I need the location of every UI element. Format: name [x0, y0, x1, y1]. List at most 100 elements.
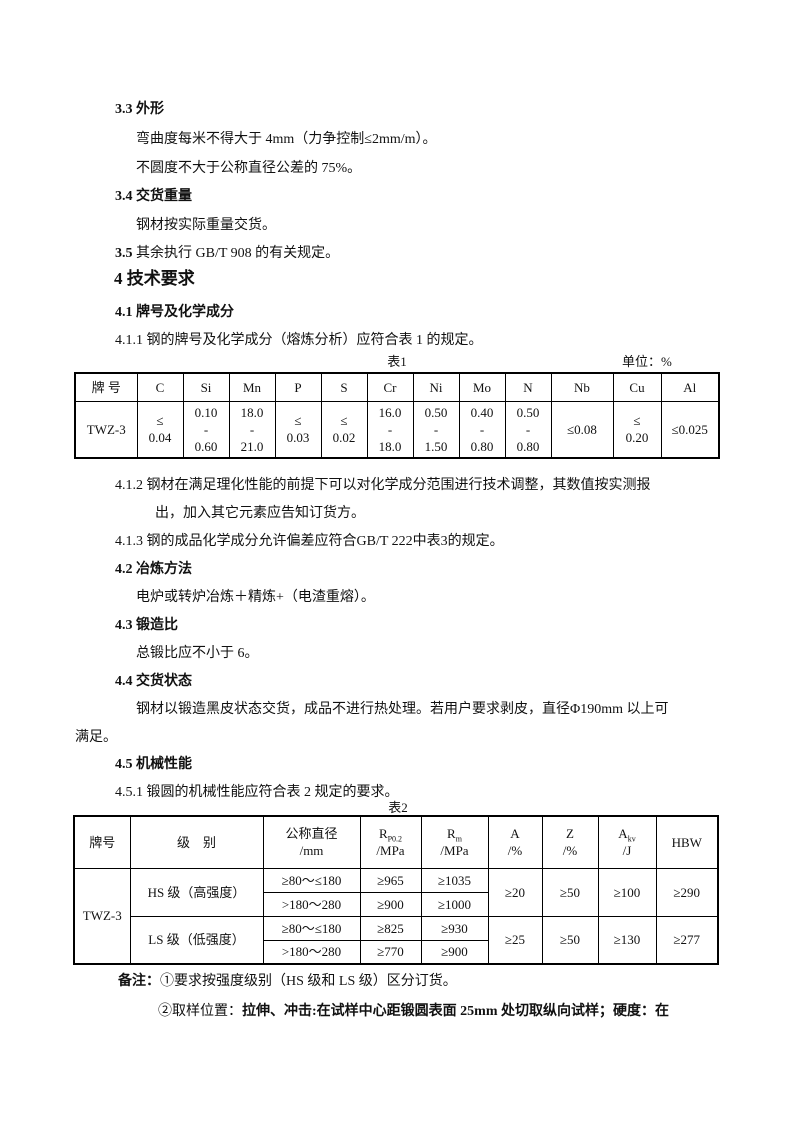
- value-mn: 18.0 - 21.0: [228, 400, 276, 459]
- table1-col-c: C: [136, 372, 184, 402]
- diameter-cell: ≥80～≤180: [262, 915, 361, 941]
- table2-col-grade: 牌号: [73, 815, 131, 869]
- paragraph-delivery-weight: 钢材按实际重量交货。: [136, 218, 276, 233]
- akv-subscript: kv: [627, 834, 636, 844]
- value-cu: ≤ 0.20: [612, 400, 662, 459]
- rm-cell: ≥930: [420, 915, 489, 941]
- table2-row-ls-2: >180～280 ≥770 ≥900: [74, 939, 718, 965]
- z-symbol: Z: [566, 826, 574, 842]
- rm-cell: ≥1000: [420, 891, 489, 917]
- paragraph-delivery-state-line1: 钢材以锻造黑皮状态交货，成品不进行热处理。若用户要求剥皮，直径Φ190mm 以上…: [136, 702, 669, 717]
- table2-header-row: 牌号 级 别 公称直径 /mm RP0.2 /MPa Rm /MPa A /% …: [73, 815, 719, 869]
- value-s: ≤ 0.02: [320, 400, 368, 459]
- table1-chemical-composition: 牌 号 C Si Mn P S Cr Ni Mo N Nb Cu Al TWZ-…: [74, 372, 720, 459]
- table2-col-level: 级 别: [129, 815, 264, 869]
- table2-col-z: Z /%: [541, 815, 599, 869]
- paragraph-roundness: 不圆度不大于公称直径公差的 75%。: [136, 161, 362, 176]
- hbw-cell: ≥277: [655, 915, 719, 965]
- value-cr: 16.0 - 18.0: [366, 400, 414, 459]
- grade-cell: TWZ-3: [73, 867, 131, 965]
- table2-col-akv: Akv /J: [597, 815, 657, 869]
- note-1: 备注：①要求按强度级别（HS 级和 LS 级）区分订货。: [118, 972, 457, 992]
- level-ls-cell: LS 级（低强度）: [129, 915, 264, 965]
- paragraph-4-1-1: 4.1.1 钢的牌号及化学成分（熔炼分析）应符合表 1 的规定。: [115, 333, 483, 348]
- z-unit: /%: [562, 843, 578, 859]
- level-hs-cell: HS 级（高强度）: [129, 867, 264, 917]
- note-label: 备注：: [118, 974, 160, 989]
- table2-col-rp02: RP0.2 /MPa: [359, 815, 422, 869]
- grade-cell: TWZ-3: [74, 400, 138, 459]
- table1-data-row: TWZ-3 ≤ 0.04 0.10 - 0.60 18.0 - 21.0 ≤ 0…: [74, 400, 720, 459]
- table1-col-n: N: [504, 372, 552, 402]
- value-p: ≤ 0.03: [274, 400, 322, 459]
- note-2-prefix: ②取样位置：: [158, 1004, 242, 1019]
- a-symbol: A: [510, 826, 520, 842]
- heading-4-5: 4.5 机械性能: [115, 757, 192, 772]
- table2-row-ls-1: LS 级（低强度） ≥80～≤180 ≥825 ≥930 ≥25 ≥50 ≥13…: [74, 915, 719, 965]
- table1-col-p: P: [274, 372, 322, 402]
- rp-cell: ≥900: [359, 891, 422, 917]
- note-2: ②取样位置：拉伸、冲击:在试样中心距锻圆表面 25mm 处切取纵向试样；硬度：在: [158, 1002, 669, 1022]
- akv-symbol: A: [618, 826, 628, 842]
- akv-cell: ≥130: [597, 915, 657, 965]
- heading-4-1: 4.1 牌号及化学成分: [115, 305, 234, 320]
- value-mo: 0.40 - 0.80: [458, 400, 506, 459]
- table1-unit-label: 单位：%: [622, 354, 672, 369]
- diameter-header-line1: 公称直径: [285, 826, 338, 842]
- value-si: 0.10 - 0.60: [182, 400, 230, 459]
- paragraph-smelting: 电炉或转炉冶炼＋精炼+（电渣重熔）。: [136, 590, 375, 605]
- paragraph-4-5-1: 4.5.1 锻圆的机械性能应符合表 2 规定的要求。: [115, 785, 399, 800]
- table1-caption: 表1: [387, 354, 407, 369]
- a-unit: /%: [507, 843, 523, 859]
- paragraph-4-1-3: 4.1.3 钢的成品化学成分允许偏差应符合GB/T 222中表3的规定。: [115, 534, 504, 549]
- table2-col-rm: Rm /MPa: [420, 815, 489, 869]
- value-al: ≤0.025: [660, 400, 720, 459]
- note-2-bold-text: 拉伸、冲击:在试样中心距锻圆表面 25mm 处切取纵向试样；硬度：在: [242, 1004, 669, 1019]
- table1-col-cu: Cu: [612, 372, 662, 402]
- note-1-text: ①要求按强度级别（HS 级和 LS 级）区分订货。: [160, 974, 457, 989]
- rp-subscript: P0.2: [387, 834, 403, 844]
- z-cell: ≥50: [541, 867, 599, 917]
- table2-mechanical-properties: 牌号 级 别 公称直径 /mm RP0.2 /MPa Rm /MPa A /% …: [73, 815, 719, 965]
- clause-text: 其余执行 GB/T 908 的有关规定。: [136, 246, 340, 261]
- rm-unit: /MPa: [440, 843, 469, 859]
- heading-4-4: 4.4 交货状态: [115, 674, 192, 689]
- value-n: 0.50 - 0.80: [504, 400, 552, 459]
- rm-symbol: R: [447, 826, 456, 842]
- table2-col-a: A /%: [487, 815, 543, 869]
- table2-col-diameter: 公称直径 /mm: [262, 815, 361, 869]
- table2-caption: 表2: [388, 800, 408, 815]
- akv-cell: ≥100: [597, 867, 657, 917]
- table1-col-nb: Nb: [550, 372, 614, 402]
- table2-col-hbw: HBW: [655, 815, 719, 869]
- akv-unit: /J: [622, 843, 632, 859]
- rp-unit: /MPa: [376, 843, 405, 859]
- value-nb: ≤0.08: [550, 400, 614, 459]
- z-cell: ≥50: [541, 915, 599, 965]
- rp-cell: ≥825: [359, 915, 422, 941]
- table2-row-hs-1: TWZ-3 HS 级（高强度） ≥80～≤180 ≥965 ≥1035 ≥20 …: [73, 867, 719, 965]
- table1-header-row: 牌 号 C Si Mn P S Cr Ni Mo N Nb Cu Al: [74, 372, 720, 402]
- heading-3-4: 3.4 交货重量: [115, 189, 192, 204]
- diameter-cell: >180～280: [262, 939, 361, 965]
- a-cell: ≥20: [487, 867, 543, 917]
- paragraph-forge-ratio: 总锻比应不小于 6。: [136, 646, 259, 661]
- rm-subscript: m: [455, 834, 462, 844]
- table1-col-s: S: [320, 372, 368, 402]
- paragraph-delivery-state-line2: 满足。: [75, 730, 117, 745]
- rp-cell: ≥965: [359, 867, 422, 893]
- paragraph-4-1-2-line2: 出，加入其它元素应告知订货方。: [155, 506, 365, 521]
- diameter-cell: >180～280: [262, 891, 361, 917]
- table1-col-grade: 牌 号: [74, 372, 138, 402]
- table1-col-mn: Mn: [228, 372, 276, 402]
- heading-4: 4 技术要求: [114, 269, 195, 288]
- clause-number: 3.5: [115, 246, 133, 261]
- table1-col-cr: Cr: [366, 372, 414, 402]
- table1-col-ni: Ni: [412, 372, 460, 402]
- paragraph-3-5: 3.5 其余执行 GB/T 908 的有关规定。: [115, 244, 339, 264]
- diameter-header-unit: /mm: [299, 843, 324, 859]
- heading-4-2: 4.2 冶炼方法: [115, 562, 192, 577]
- rm-cell: ≥900: [420, 939, 489, 965]
- rm-cell: ≥1035: [420, 867, 489, 893]
